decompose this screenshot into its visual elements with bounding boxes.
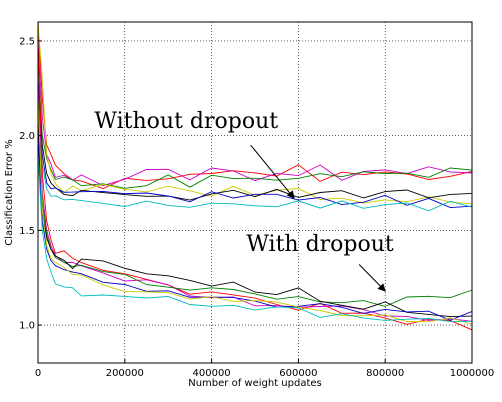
annotation-arrow (358, 264, 386, 292)
series-line (37, 40, 473, 331)
series-line (37, 21, 473, 205)
series-lines (37, 21, 473, 331)
series-line (37, 135, 473, 321)
series-line (37, 97, 473, 209)
y-tick-label: 2.5 (19, 36, 35, 47)
series-line (37, 97, 473, 325)
x-tick-label: 1000000 (450, 368, 495, 379)
series-line (37, 21, 473, 190)
x-tick-label: 0 (35, 368, 41, 379)
annotation-arrow (250, 144, 295, 199)
x-tick-label: 400000 (193, 368, 231, 379)
series-line (37, 40, 473, 187)
y-tick-label: 1.5 (19, 226, 35, 237)
y-ticks: 1.0 1.5 2.0 2.5 (19, 36, 42, 332)
y-axis-label: Classification Error % (4, 139, 15, 245)
series-line (37, 154, 473, 323)
series-line (37, 78, 473, 201)
annotations: Without dropout With dropout (94, 109, 394, 292)
series-line (37, 97, 473, 307)
x-tick-label: 600000 (279, 368, 317, 379)
plot-frame (37, 21, 473, 364)
x-axis-label: Number of weight updates (188, 378, 322, 389)
series-line (37, 59, 473, 189)
x-tick-label: 200000 (106, 368, 144, 379)
x-tick-label: 800000 (366, 368, 404, 379)
annotation-text: Without dropout (94, 109, 278, 134)
series-line (37, 116, 473, 212)
x-ticks: 0 200000 400000 600000 800000 1000000 (35, 359, 494, 379)
y-tick-label: 2.0 (19, 131, 35, 142)
grid-lines (37, 22, 473, 363)
series-line (37, 116, 473, 318)
y-tick-label: 1.0 (19, 321, 35, 332)
annotation-text: With dropout (246, 232, 394, 257)
